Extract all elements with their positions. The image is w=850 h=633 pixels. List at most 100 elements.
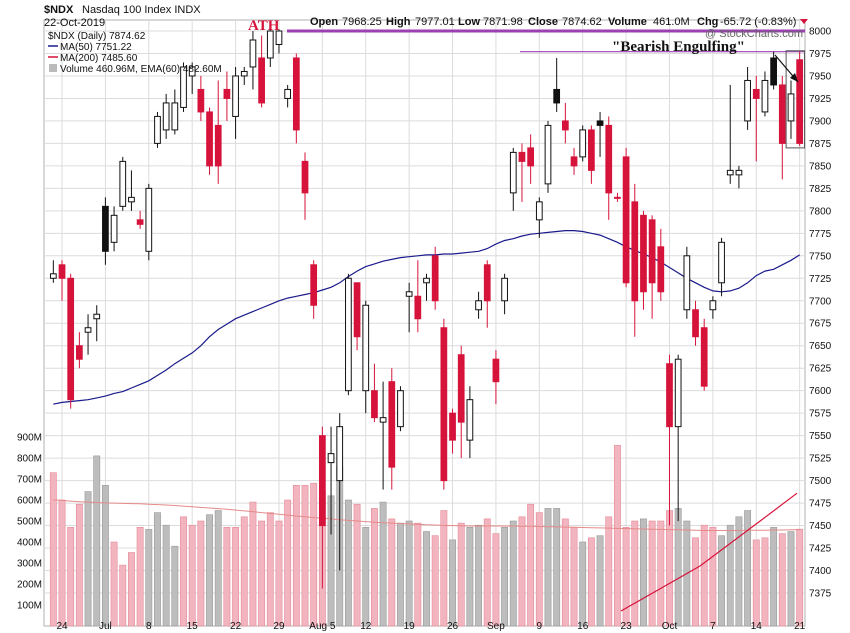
price-tick-label: 7450: [809, 521, 832, 532]
volume-bar: [613, 445, 621, 627]
price-tick-label: 7675: [809, 319, 832, 330]
volume-bar: [197, 520, 205, 627]
legend-ma200: MA(200) 7485.60: [60, 53, 138, 64]
volume-bar: [553, 508, 561, 627]
volume-bar: [605, 516, 613, 627]
volume-tick-label: 500M: [17, 517, 42, 528]
candle-body: [778, 84, 786, 144]
candle-body: [579, 129, 587, 158]
candle-body: [518, 151, 526, 162]
volume-bar: [344, 499, 352, 627]
volume-bar: [535, 512, 543, 627]
candle-body: [266, 30, 274, 59]
price-tick-label: 7725: [809, 274, 832, 285]
volume-bar: [423, 531, 430, 627]
watermark: @ StockCharts.com: [705, 28, 803, 40]
date-tick-label: 14: [751, 621, 763, 632]
volume-bar: [154, 512, 161, 627]
date-tick-label: 23: [621, 621, 633, 632]
change-label: Chg: [697, 16, 718, 28]
candle-body: [128, 196, 135, 203]
volume-bar: [449, 539, 456, 627]
price-tick-label: 7375: [809, 589, 832, 600]
volume-bar: [379, 501, 387, 627]
candle-body: [197, 88, 205, 113]
engulfing-highlight-box: [785, 50, 806, 149]
volume-bar: [84, 491, 92, 627]
volume-bar: [666, 510, 673, 627]
candle-body: [388, 381, 396, 468]
candle-body: [718, 241, 725, 284]
candle-body: [561, 120, 569, 131]
price-tick-label: 7400: [809, 566, 832, 577]
candle-body: [353, 282, 361, 338]
volume-bar: [292, 484, 300, 627]
volume-bar: [405, 520, 413, 627]
volume-bar: [475, 524, 482, 627]
date-tick-label: 7: [710, 621, 716, 632]
volume-bar: [214, 510, 222, 627]
candle-body: [709, 300, 717, 311]
volume-bar: [67, 526, 75, 627]
candle-body: [614, 196, 621, 199]
candle-body: [674, 358, 682, 428]
candle-body: [171, 102, 179, 131]
candle-body: [162, 102, 170, 131]
price-axis: 7375 7400 7425 7450 7475 7500 7525 7550 7575 7600…: [809, 27, 832, 600]
date-tick-label: 29: [273, 621, 285, 632]
volume-bar: [136, 526, 144, 627]
candle-body: [84, 327, 92, 333]
open-label: Open: [310, 16, 338, 28]
legend: $NDX (Daily) 7874.62 MA(50) 7751.22 MA(2…: [48, 31, 222, 75]
symbol: $NDX: [44, 4, 74, 16]
candle-body: [509, 151, 517, 194]
change-value: -65.72 (-0.83%): [720, 16, 796, 28]
candle-body: [327, 453, 335, 464]
volume-bar: [49, 472, 57, 627]
volume-bar: [145, 529, 153, 627]
date-tick-label: Sep: [487, 621, 505, 632]
volume-bar: [362, 526, 370, 627]
candle-body: [292, 57, 300, 131]
volume-bar: [75, 503, 83, 627]
candle-body: [206, 111, 213, 167]
open-value: 7968.25: [342, 16, 382, 28]
annotation-arrowhead-icon: [790, 73, 798, 82]
price-tick-label: 7425: [809, 544, 832, 555]
candle-body: [136, 219, 144, 225]
candle-body: [475, 300, 482, 311]
volume-bar: [527, 503, 535, 627]
volume-bar: [483, 518, 491, 627]
volume-bar: [492, 533, 500, 627]
quote-date: 22-Oct-2019: [44, 17, 105, 29]
candle-body: [761, 79, 769, 113]
date-tick-label: Oct: [662, 621, 678, 632]
candle-body: [570, 156, 578, 167]
candle-body: [76, 345, 83, 360]
candle-body: [67, 277, 75, 401]
candle-body: [622, 156, 630, 284]
volume-bar: [371, 508, 378, 627]
volume-bar: [692, 537, 699, 627]
price-tick-label: 7575: [809, 409, 832, 420]
candle-body: [535, 201, 543, 221]
price-tick-label: 7700: [809, 296, 832, 307]
candle-body: [345, 277, 352, 392]
price-tick-label: 7550: [809, 431, 832, 442]
price-tick-label: 7975: [809, 49, 832, 60]
candle-body: [449, 412, 456, 441]
volume-bar: [249, 501, 257, 627]
candlesticks: [49, 22, 806, 589]
indicator-lines: [53, 29, 805, 612]
volume-axis: 100M 200M 300M 400M 500M 600M 700M 800M 900M: [17, 433, 42, 612]
date-axis: 24 Jul 8 15 22 29 Aug 5 12 19 26 Sep 9 16 23 Oct 7 14 21: [56, 621, 805, 632]
volume-tick-label: 400M: [17, 538, 42, 549]
volume-bar: [301, 484, 309, 627]
candle-body: [492, 358, 500, 383]
candle-body: [527, 147, 535, 167]
volume-tick-label: 100M: [17, 601, 42, 612]
price-tick-label: 7750: [809, 251, 832, 262]
volume-bar: [648, 520, 656, 627]
volume-bar: [440, 510, 448, 627]
volume-bar: [622, 526, 630, 627]
